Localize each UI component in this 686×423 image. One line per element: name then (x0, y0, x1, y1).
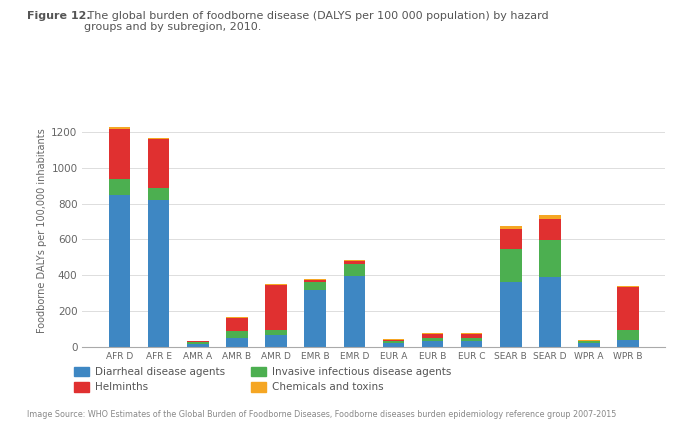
Bar (383, 340, 404, 341)
Bar (500, 229, 521, 249)
Bar (148, 138, 169, 139)
Bar (109, 195, 130, 347)
Bar (578, 343, 600, 347)
Bar (148, 189, 169, 200)
Text: Image Source: WHO Estimates of the Global Burden of Foodborne Diseases, Foodborn: Image Source: WHO Estimates of the Globa… (27, 410, 617, 419)
Bar (226, 338, 248, 347)
Bar (226, 317, 248, 318)
Bar (500, 283, 521, 347)
Bar (539, 240, 560, 277)
Bar (539, 215, 560, 219)
Bar (187, 341, 209, 342)
Bar (305, 280, 326, 282)
Bar (305, 279, 326, 280)
Bar (500, 226, 521, 229)
Bar (617, 286, 639, 287)
Bar (500, 249, 521, 283)
Bar (226, 318, 248, 331)
Bar (422, 333, 443, 334)
Bar (305, 282, 326, 290)
Bar (422, 338, 443, 341)
Bar (461, 334, 482, 338)
Bar (383, 341, 404, 343)
Bar (617, 330, 639, 340)
Bar (344, 276, 365, 347)
Legend: Diarrheal disease agents, Helminths, Invasive infectious disease agents, Chemica: Diarrheal disease agents, Helminths, Inv… (74, 367, 451, 393)
Bar (461, 341, 482, 347)
Bar (187, 343, 209, 347)
Bar (578, 341, 600, 343)
Bar (461, 333, 482, 334)
Bar (344, 260, 365, 261)
Bar (109, 129, 130, 179)
Bar (265, 285, 287, 330)
Bar (265, 284, 287, 285)
Bar (187, 342, 209, 343)
Bar (148, 139, 169, 189)
Text: The global burden of foodborne disease (DALYS per 100 000 population) by hazard
: The global burden of foodborne disease (… (84, 11, 549, 32)
Bar (344, 264, 365, 276)
Bar (539, 277, 560, 347)
Bar (617, 340, 639, 347)
Bar (344, 261, 365, 264)
Bar (461, 338, 482, 341)
Bar (226, 331, 248, 338)
Bar (109, 179, 130, 195)
Bar (265, 335, 287, 347)
Bar (305, 290, 326, 347)
Bar (422, 334, 443, 338)
Bar (148, 200, 169, 347)
Bar (539, 219, 560, 240)
Text: Figure 12.: Figure 12. (27, 11, 91, 21)
Bar (617, 287, 639, 330)
Bar (109, 127, 130, 129)
Bar (383, 343, 404, 347)
Bar (422, 341, 443, 347)
Y-axis label: Foodborne DALYs per 100,000 inhabitants: Foodborne DALYs per 100,000 inhabitants (37, 128, 47, 333)
Bar (265, 330, 287, 335)
